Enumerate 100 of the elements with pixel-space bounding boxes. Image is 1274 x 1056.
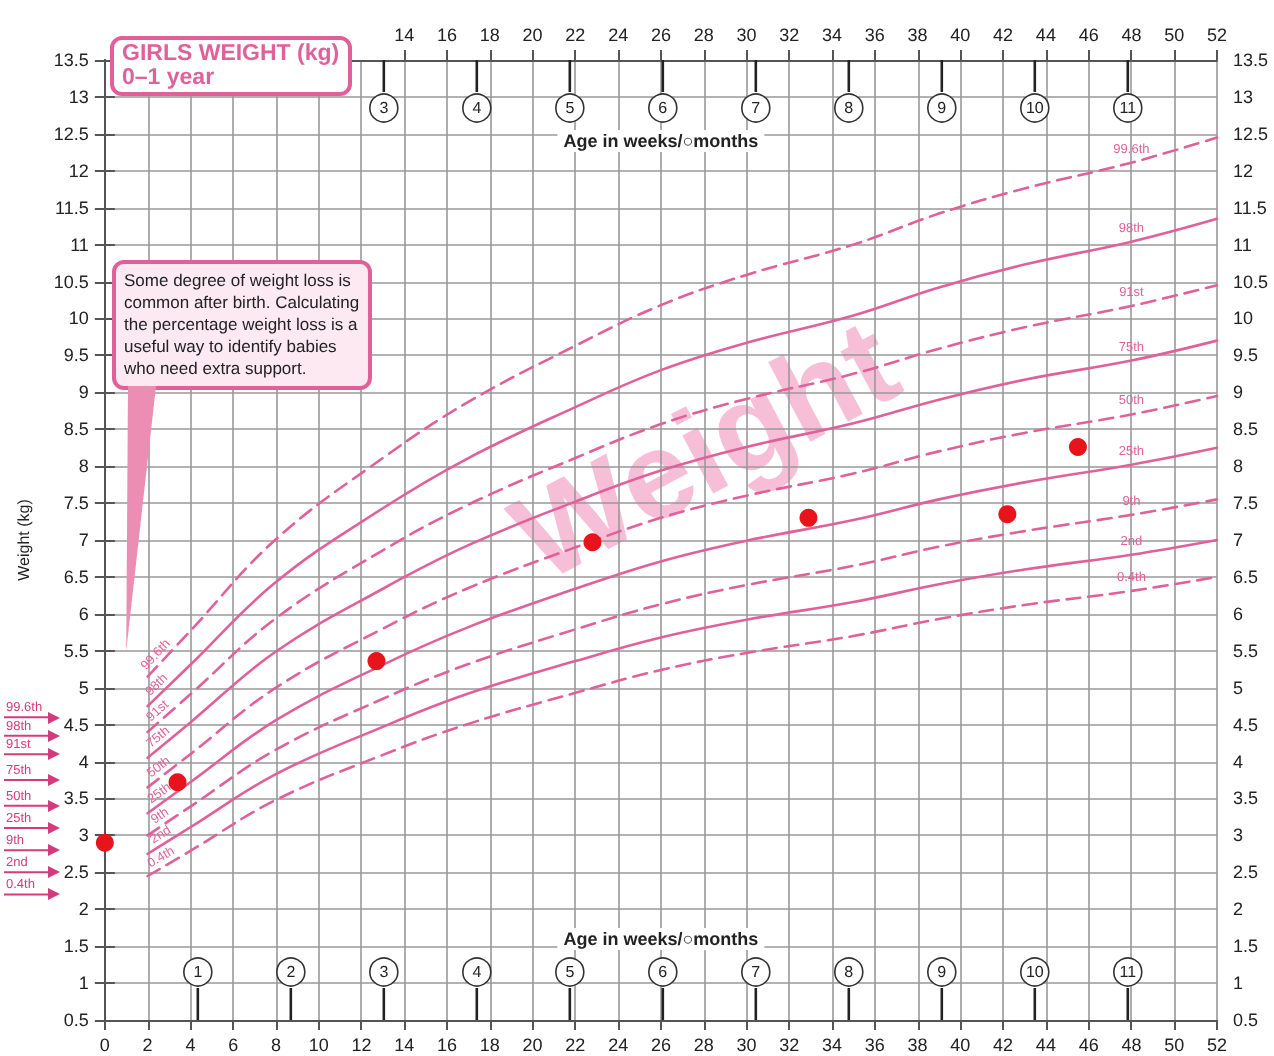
x2-tick-label: 52 xyxy=(1206,25,1227,45)
x2-tick-label: 36 xyxy=(864,25,885,45)
y-tick-label: 13.5 xyxy=(53,50,89,70)
y2-tick-label: 8.5 xyxy=(1232,419,1258,440)
point xyxy=(1068,437,1087,456)
annotation: 11 xyxy=(1119,963,1138,981)
y-tick-label: 1 xyxy=(78,973,89,994)
y2-tick-label: 4.5 xyxy=(1232,714,1258,735)
x-tick-label: 8 xyxy=(270,1035,281,1055)
x-tick-label: 16 xyxy=(437,1035,458,1055)
x-tick-label: 18 xyxy=(479,1035,500,1055)
x-tick-label: 0 xyxy=(99,1035,110,1055)
y2-tick-label: 1.5 xyxy=(1232,936,1258,957)
x-tick-label: 26 xyxy=(650,1035,671,1055)
annotation: 2 xyxy=(286,963,297,981)
y-tick-label: 6.5 xyxy=(63,566,89,587)
y-tick-label: 10.5 xyxy=(53,271,89,292)
point xyxy=(998,505,1017,524)
x2-tick-label: 28 xyxy=(693,25,714,45)
y2-tick-label: 6 xyxy=(1232,603,1243,624)
annotation: 5 xyxy=(565,99,576,117)
annotation: 11 xyxy=(1119,99,1138,117)
y-tick-label: 3 xyxy=(78,825,89,846)
x-axis-title: Age in weeks/○months xyxy=(563,929,759,949)
y2-tick-label: 12 xyxy=(1232,160,1253,181)
chart-subtitle: 0–1 year xyxy=(122,66,217,90)
y-tick-label: 9 xyxy=(78,382,89,403)
y-tick-label: 4 xyxy=(78,751,89,772)
annotation: 3 xyxy=(379,99,390,117)
y2-tick-label: 9.5 xyxy=(1232,345,1258,366)
annotation: 10 xyxy=(1025,963,1045,981)
y-tick-label: 10 xyxy=(68,308,89,329)
y2-tick-label: 13 xyxy=(1232,86,1253,107)
annotation: 9 xyxy=(937,963,948,981)
x-tick-label: 52 xyxy=(1206,1035,1227,1055)
x-tick-label: 46 xyxy=(1078,1035,1099,1055)
x2-tick-label: 38 xyxy=(907,25,928,45)
x-tick-label: 48 xyxy=(1121,1035,1142,1055)
annotation: 9 xyxy=(937,99,948,117)
y-tick-label: 8 xyxy=(78,456,89,477)
y2-tick-label: 5.5 xyxy=(1232,640,1258,661)
annotation: 5 xyxy=(565,963,576,981)
y2-tick-label: 10.5 xyxy=(1232,271,1269,292)
x-tick-label: 10 xyxy=(308,1035,329,1055)
point xyxy=(95,833,114,852)
annotation: 8 xyxy=(844,963,855,981)
x-tick-label: 28 xyxy=(693,1035,714,1055)
x2-tick-label: 24 xyxy=(608,25,629,45)
y2-tick-label: 3 xyxy=(1232,825,1243,846)
y-tick-label: 12 xyxy=(68,160,89,181)
y-tick-label: 13 xyxy=(68,86,89,107)
x2-tick-label: 40 xyxy=(950,25,971,45)
annotation: 1 xyxy=(193,963,204,981)
x2-tick-label: 34 xyxy=(821,25,843,45)
x2-tick-label: 42 xyxy=(993,25,1014,45)
annotation: 8 xyxy=(844,99,855,117)
y-tick-label: 11 xyxy=(70,234,89,255)
x-tick-label: 2 xyxy=(142,1035,153,1055)
y-tick-label: 2 xyxy=(78,899,89,920)
x2-tick-label: 48 xyxy=(1121,25,1142,45)
chart-title: GIRLS WEIGHT (kg) xyxy=(122,42,340,66)
x-tick-label: 4 xyxy=(185,1035,196,1055)
x2-tick-label: 44 xyxy=(1035,25,1056,45)
x-tick-label: 22 xyxy=(565,1035,586,1055)
y-tick-label: 2.5 xyxy=(63,862,89,883)
y2-tick-label: 12.5 xyxy=(1232,123,1269,144)
y-tick-label: 12.5 xyxy=(53,123,89,144)
y2-tick-label: 11.5 xyxy=(1232,197,1267,218)
annotation: 7 xyxy=(751,99,762,117)
y-axis-title: Weight (kg) xyxy=(15,498,33,581)
y-tick-label: 8.5 xyxy=(63,419,89,440)
y2-tick-label: 4 xyxy=(1232,751,1243,772)
point xyxy=(367,652,386,671)
x2-tick-label: 26 xyxy=(650,25,671,45)
y2-tick-label: 1 xyxy=(1232,973,1243,994)
annotation: Some degree of weight loss is common after birth. Calculating the percentage weight loss is a useful way to identify babies who need extra support. xyxy=(112,260,372,390)
x-tick-label: 20 xyxy=(522,1035,543,1055)
y2-tick-label: 9 xyxy=(1232,382,1243,403)
x-tick-label: 40 xyxy=(950,1035,971,1055)
x-tick-label: 50 xyxy=(1164,1035,1185,1055)
x-tick-label: 32 xyxy=(779,1035,800,1055)
x-tick-label: 24 xyxy=(608,1035,629,1055)
y2-tick-label: 8 xyxy=(1232,456,1243,477)
x2-tick-label: 46 xyxy=(1078,25,1099,45)
annotation: 7 xyxy=(751,963,762,981)
y-tick-label: 4.5 xyxy=(63,714,89,735)
x-tick-label: 14 xyxy=(394,1035,415,1055)
y2-tick-label: 11 xyxy=(1232,234,1252,255)
annotation: 6 xyxy=(658,99,669,117)
x2-tick-label: 16 xyxy=(437,25,458,45)
x2-tick-label: 32 xyxy=(779,25,800,45)
y-tick-label: 7 xyxy=(78,530,89,550)
y2-tick-label: 6.5 xyxy=(1232,566,1258,587)
point xyxy=(168,773,187,792)
x2-axis-title: Age in weeks/○months xyxy=(563,131,759,151)
x-tick-label: 44 xyxy=(1035,1035,1056,1055)
x-tick-label: 42 xyxy=(993,1035,1014,1055)
x-tick-label: 34 xyxy=(821,1035,843,1055)
y-tick-label: 5 xyxy=(78,677,89,698)
x2-tick-label: 30 xyxy=(736,25,757,45)
